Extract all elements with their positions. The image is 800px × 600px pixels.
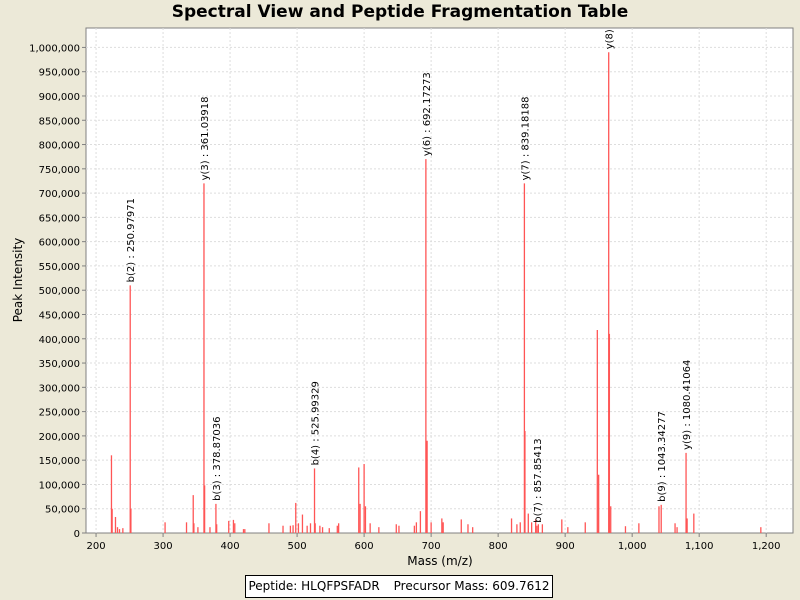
y-tick-label: 200,000 bbox=[39, 432, 80, 443]
y-tick-label: 550,000 bbox=[39, 262, 80, 273]
chart-title: Spectral View and Peptide Fragmentation … bbox=[171, 2, 629, 22]
peak-annotation-label: b(3) : 378.87036 bbox=[212, 417, 223, 501]
plot-area bbox=[85, 27, 794, 534]
x-tick-label: 800 bbox=[489, 541, 508, 552]
peak-annotation-label: y(7) : 839.18188 bbox=[520, 96, 531, 180]
y-tick-label: 650,000 bbox=[39, 213, 80, 224]
peptide-info-box: Peptide: HLQFPSFADR Precursor Mass: 609.7… bbox=[245, 575, 553, 598]
x-tick-label: 700 bbox=[422, 541, 441, 552]
y-tick-label: 950,000 bbox=[39, 68, 80, 79]
peak-annotation-label: y(6) : 692.17273 bbox=[422, 72, 433, 156]
x-tick-label: 1,200 bbox=[752, 541, 781, 552]
peak-annotation-label: b(9) : 1043.34277 bbox=[657, 411, 668, 502]
x-tick-label: 900 bbox=[556, 541, 575, 552]
peak-annotations: b(2) : 250.97971 y(3) : 361.03918 b(3) : 3… bbox=[126, 29, 693, 523]
y-tick-label: 100,000 bbox=[39, 480, 80, 491]
y-tick-label: 250,000 bbox=[39, 408, 80, 419]
y-tick-label: 300,000 bbox=[39, 383, 80, 394]
x-tick-label: 500 bbox=[288, 541, 307, 552]
peak-series bbox=[110, 52, 762, 533]
y-axis-title: Peak Intensity bbox=[11, 238, 25, 323]
x-axis-title: Mass (m/z) bbox=[407, 554, 472, 568]
y-tick-label: 50,000 bbox=[45, 505, 80, 516]
y-tick-label: 350,000 bbox=[39, 359, 80, 370]
peak-annotation-label: b(2) : 250.97971 bbox=[126, 198, 137, 282]
x-tick-label: 1,100 bbox=[685, 541, 714, 552]
x-tick-label: 300 bbox=[154, 541, 173, 552]
peak-annotation-label: y(8) bbox=[605, 29, 616, 49]
axes: 0 50,000 100,000 150,000 200,000 250,000 300,0… bbox=[29, 43, 780, 552]
y-tick-label: 700,000 bbox=[39, 189, 80, 200]
x-tick-label: 200 bbox=[87, 541, 106, 552]
y-tick-label: 800,000 bbox=[39, 141, 80, 152]
y-tick-label: 900,000 bbox=[39, 92, 80, 103]
y-tick-label: 450,000 bbox=[39, 310, 80, 321]
y-tick-label: 150,000 bbox=[39, 456, 80, 467]
precursor-mass-label: Precursor Mass: 609.7612 bbox=[393, 579, 550, 593]
peak-annotation-label: b(7) : 857.85413 bbox=[533, 438, 544, 522]
peak-annotation-label: b(4) : 525.99329 bbox=[311, 381, 322, 465]
y-tick-label: 0 bbox=[74, 529, 80, 540]
y-tick-label: 400,000 bbox=[39, 335, 80, 346]
x-tick-label: 400 bbox=[221, 541, 240, 552]
y-tick-label: 1,000,000 bbox=[29, 43, 80, 54]
peak-annotation-label: y(3) : 361.03918 bbox=[200, 96, 211, 180]
y-tick-label: 600,000 bbox=[39, 238, 80, 249]
x-tick-label: 1,000 bbox=[618, 541, 647, 552]
peptide-label: Peptide: HLQFPSFADR bbox=[248, 579, 380, 593]
y-tick-label: 850,000 bbox=[39, 116, 80, 127]
x-tick-label: 600 bbox=[355, 541, 374, 552]
y-tick-label: 500,000 bbox=[39, 286, 80, 297]
peak-annotation-label: y(9) : 1080.41064 bbox=[682, 360, 693, 450]
y-tick-label: 750,000 bbox=[39, 165, 80, 176]
